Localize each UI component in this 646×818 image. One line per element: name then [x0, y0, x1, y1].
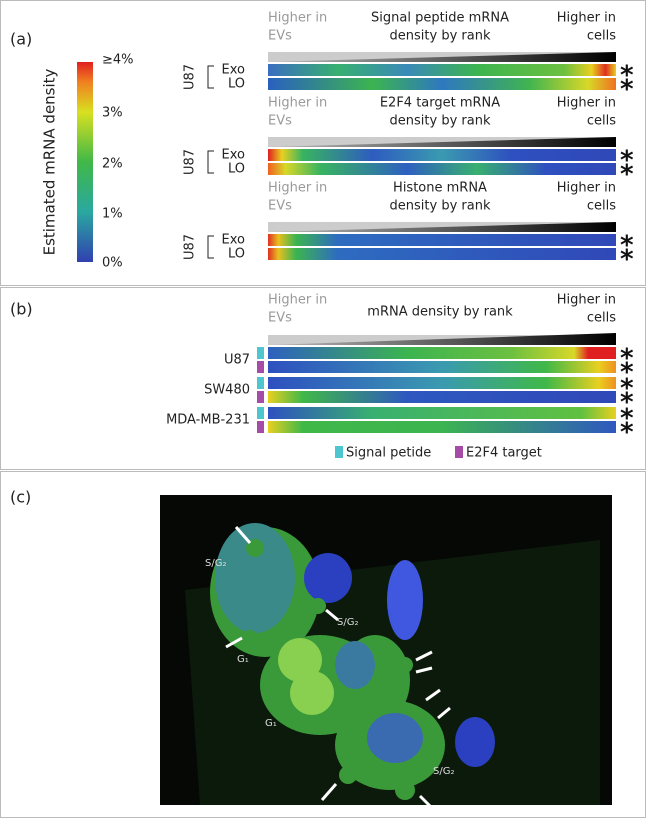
legend-swatch	[455, 446, 463, 458]
significance: *	[620, 245, 634, 275]
colorbar	[77, 62, 93, 262]
legend-label: E2F4 target	[466, 446, 542, 461]
significance: *	[620, 146, 634, 176]
header-right: Higher in	[557, 181, 616, 196]
header-left: EVs	[268, 199, 292, 214]
row-swatch	[257, 421, 264, 433]
legend-label: Signal petide	[346, 446, 431, 461]
header-right: Higher in	[557, 96, 616, 111]
bracket	[207, 235, 214, 259]
colorbar-tick: 3%	[102, 106, 123, 121]
colorbar-title: Estimated mRNA density	[41, 68, 59, 255]
header-right: cells	[587, 199, 616, 214]
significance: *	[620, 231, 634, 261]
cell-line: U87	[183, 234, 198, 260]
header-title: mRNA density by rank	[367, 305, 513, 320]
annotation: S/G₂	[205, 558, 226, 569]
bracket	[207, 150, 214, 174]
annotation: S/G₂	[337, 617, 358, 628]
annotation: G₁	[237, 654, 249, 665]
rank-wedge	[268, 52, 616, 62]
heat-strip	[268, 377, 616, 389]
header-left: EVs	[268, 114, 292, 129]
significance: *	[620, 404, 634, 434]
row-swatch	[257, 391, 264, 403]
row-swatch	[257, 377, 264, 389]
row-swatch	[257, 361, 264, 373]
heat-strip	[268, 347, 616, 359]
header-right: Higher in	[557, 293, 616, 308]
header-left: Higher in	[268, 293, 327, 308]
row-swatch	[257, 407, 264, 419]
significance: *	[620, 344, 634, 374]
header-title: E2F4 target mRNA	[380, 96, 500, 111]
significance: *	[620, 160, 634, 190]
heat-strip	[268, 163, 616, 175]
row-label: Exo	[222, 233, 246, 248]
heat-strip	[268, 78, 616, 90]
rank-wedge	[268, 137, 616, 147]
colorbar-tick: 2%	[102, 157, 123, 172]
heat-strip	[268, 149, 616, 161]
row-label: LO	[228, 77, 245, 92]
colorbar-tick: ≥4%	[102, 53, 134, 68]
colorbar-tick: 0%	[102, 256, 123, 271]
header-title: density by rank	[390, 199, 491, 214]
panel-label: (c)	[10, 488, 31, 507]
header-title: Signal peptide mRNA	[371, 11, 509, 26]
heat-strip	[268, 361, 616, 373]
micrograph	[160, 495, 612, 810]
heat-strip	[268, 234, 616, 246]
row-label: LO	[228, 247, 245, 262]
cell-line: U87	[183, 149, 198, 175]
heat-strip	[268, 64, 616, 76]
header-left: Higher in	[268, 96, 327, 111]
row-label: MDA-MB-231	[166, 413, 250, 428]
significance: *	[620, 388, 634, 418]
cell-line: U87	[183, 64, 198, 90]
header-right: cells	[587, 311, 616, 326]
header-right: cells	[587, 114, 616, 129]
rank-wedge	[268, 222, 616, 232]
significance: *	[620, 358, 634, 388]
bracket	[207, 65, 214, 89]
significance: *	[620, 75, 634, 105]
heat-strip	[268, 391, 616, 403]
panel-label: (a)	[10, 30, 32, 49]
row-label: Exo	[222, 63, 246, 78]
annotation: S/G₂	[433, 766, 454, 777]
row-label: U87	[224, 353, 250, 368]
header-right: Higher in	[557, 11, 616, 26]
header-left: Higher in	[268, 11, 327, 26]
header-left: EVs	[268, 311, 292, 326]
panel-label: (b)	[10, 300, 33, 319]
header-left: EVs	[268, 29, 292, 44]
header-left: Higher in	[268, 181, 327, 196]
row-label: Exo	[222, 148, 246, 163]
header-title: density by rank	[390, 114, 491, 129]
colorbar-tick: 1%	[102, 207, 123, 222]
heat-strip	[268, 407, 616, 419]
header-right: cells	[587, 29, 616, 44]
row-label: LO	[228, 162, 245, 177]
header-title: density by rank	[390, 29, 491, 44]
rank-wedge	[268, 333, 616, 345]
significance: *	[620, 418, 634, 448]
header-title: Histone mRNA	[393, 181, 487, 196]
row-label: SW480	[204, 383, 250, 398]
heat-strip	[268, 421, 616, 433]
legend-swatch	[335, 446, 343, 458]
significance: *	[620, 61, 634, 91]
heat-strip	[268, 248, 616, 260]
annotation: G₁	[265, 718, 277, 729]
significance: *	[620, 374, 634, 404]
row-swatch	[257, 347, 264, 359]
